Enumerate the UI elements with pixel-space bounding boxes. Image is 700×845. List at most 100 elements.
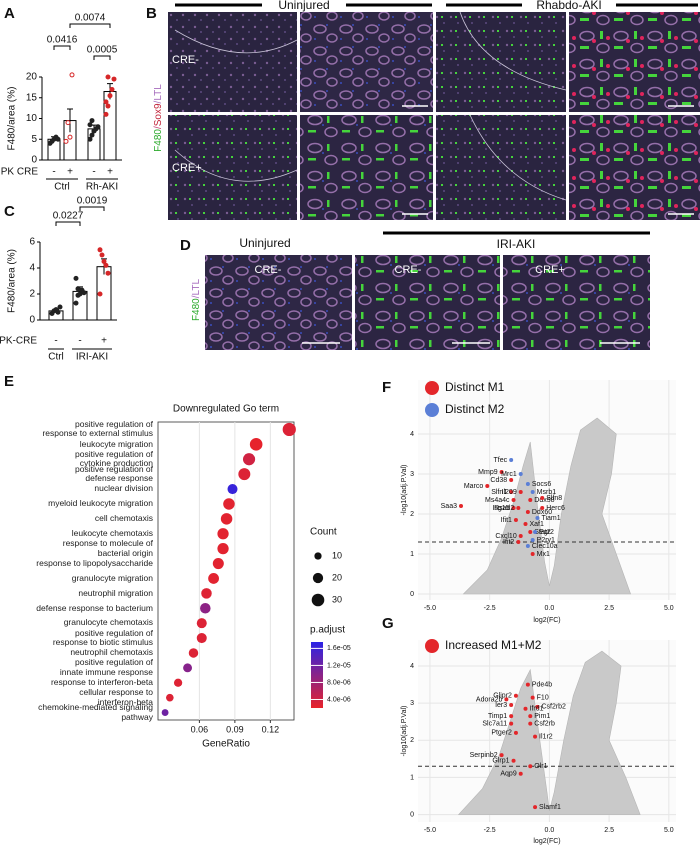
- dot: [196, 618, 207, 629]
- legend-label: 30: [332, 594, 342, 604]
- micrograph: [355, 255, 500, 350]
- gene-point: [516, 506, 521, 510]
- y-tick-label: 10: [26, 113, 38, 124]
- stain-label: F480/LTL: [191, 279, 202, 322]
- x-prefix: PK-CRE: [0, 336, 37, 347]
- gene-point: [523, 522, 528, 526]
- x-tick-label: 0.06: [191, 724, 209, 734]
- colorbar: [311, 642, 323, 708]
- category-label-box: cellular response to interferon-beta: [79, 687, 153, 707]
- y-tick-label: 4: [29, 263, 35, 274]
- legend-label: Distinct M1: [445, 380, 505, 394]
- stain: F480: [191, 298, 202, 321]
- x-tick-label: -: [52, 167, 55, 178]
- legend-label: Increased M1+M2: [445, 638, 542, 652]
- gene-point: [499, 470, 504, 474]
- data-point: [95, 124, 101, 130]
- dot: [238, 468, 251, 481]
- legend-marker: [425, 403, 439, 417]
- gene-point: [509, 714, 514, 719]
- dot: [161, 709, 169, 716]
- category-label-box: chemokine-mediated signaling pathway: [38, 702, 153, 721]
- category-label-box: myeloid leukocyte migration: [48, 498, 153, 508]
- data-point: [89, 132, 95, 138]
- gene-point: [516, 540, 521, 544]
- x-axis-label: log2(FC): [533, 838, 560, 845]
- image-label: CRE+: [535, 264, 565, 276]
- row-label: CRE+: [172, 162, 202, 174]
- gene-point: [518, 490, 523, 494]
- gene-point: [509, 458, 514, 462]
- gene-label: Adora2b: [476, 696, 503, 703]
- bracket: [53, 45, 71, 50]
- gene-label: Marco: [464, 483, 484, 490]
- gene-point: [485, 484, 490, 488]
- bar: [87, 128, 101, 161]
- category-label: positive regulation of cytokine producti…: [75, 448, 153, 469]
- data-point: [91, 128, 97, 134]
- x-tick-label: 5.0: [664, 827, 674, 834]
- y-tick-label: 3: [410, 700, 414, 707]
- dot: [223, 498, 235, 510]
- category-label: response to molecule of bacterial origin: [62, 538, 153, 558]
- gene-label: Cxcl10: [495, 533, 517, 540]
- micrograph: [168, 115, 297, 220]
- category-label: cellular response to interferon-beta: [79, 687, 153, 707]
- gene-label: Serpinb2: [470, 752, 498, 759]
- gene-label: Mx1: [537, 551, 550, 558]
- micrograph: [436, 12, 566, 112]
- y-tick-label: 0: [410, 591, 414, 598]
- data-point: [99, 252, 105, 258]
- dot: [227, 484, 238, 495]
- category-label-box: cell chemotaxis: [95, 513, 153, 523]
- gene-point: [535, 516, 540, 520]
- p-value: 0.0074: [75, 13, 106, 24]
- gene-point: [533, 734, 538, 739]
- gene-label: Ifit1: [501, 517, 512, 524]
- panel-letter: D: [180, 237, 191, 254]
- category-label: defense response to bacterium: [36, 602, 153, 613]
- column-header: Rhabdo-AKI: [536, 0, 601, 12]
- bracket: [69, 23, 111, 28]
- gene-point: [499, 753, 504, 758]
- y-tick-label: 1: [410, 551, 414, 558]
- x-tick-label: 2.5: [604, 827, 614, 834]
- dot: [200, 602, 211, 614]
- micrograph: [300, 12, 433, 112]
- x-tick-label: +: [67, 167, 73, 178]
- gene-label: Slfn8: [546, 495, 562, 502]
- dot: [166, 693, 174, 702]
- micrograph: [569, 115, 700, 220]
- outline: [174, 11, 567, 201]
- category-label: positive regulation of innate immune res…: [59, 657, 153, 677]
- gene-point: [511, 498, 516, 502]
- data-point: [87, 122, 93, 128]
- x-tick-label: -2.5: [484, 827, 496, 834]
- gene-label: Aqp9: [500, 771, 516, 778]
- gene-point: [511, 506, 516, 510]
- category-label-box: leukocyte migration: [80, 439, 153, 449]
- gene-label: P2ry1: [537, 537, 555, 544]
- chart-title: Downregulated Go term: [173, 404, 279, 415]
- gene-label: Mrc1: [501, 471, 517, 478]
- legend-dot: [314, 552, 322, 560]
- category-label-box: neutrophil migration: [78, 588, 153, 598]
- gene-label: Saa3: [441, 503, 457, 510]
- x-tick-label: -: [92, 167, 95, 178]
- y-axis-label: F480/area (%): [7, 87, 18, 151]
- gene-point: [459, 504, 463, 508]
- gene-label: F10: [537, 694, 549, 701]
- gene-point: [530, 538, 535, 542]
- y-tick-label: 6: [29, 237, 35, 248]
- bracket: [93, 55, 111, 60]
- category-label: nuclear division: [94, 483, 153, 494]
- gene-label: Msrb1: [537, 489, 557, 496]
- gene-label: Ms4a4c: [485, 497, 510, 504]
- legend-label: 10: [332, 550, 342, 560]
- gene-label: Timp1: [488, 713, 507, 720]
- data-point: [81, 290, 87, 296]
- legend-title: p.adjust: [310, 625, 345, 636]
- stain-separator: /: [153, 100, 164, 103]
- data-point: [111, 76, 117, 82]
- data-point: [107, 93, 113, 99]
